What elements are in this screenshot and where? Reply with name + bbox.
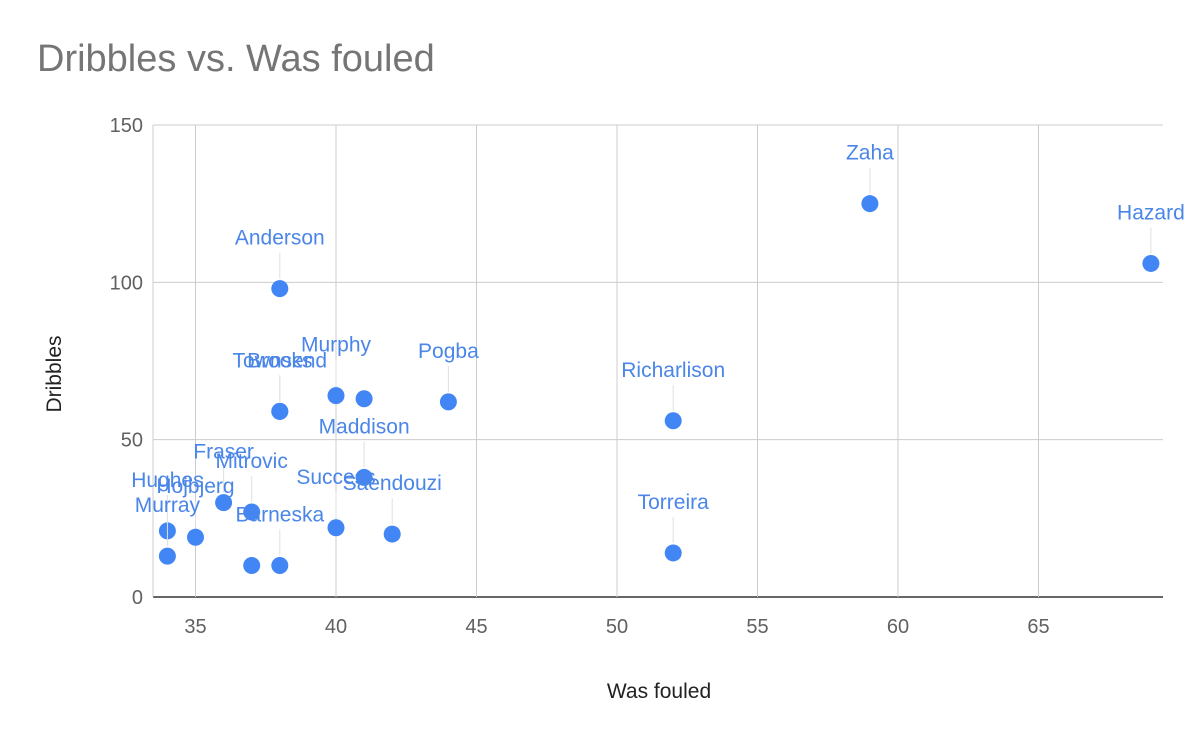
point-marker	[158, 547, 176, 565]
point-marker	[327, 387, 345, 405]
point-label: Anderson	[235, 227, 325, 250]
point-label: Hazard	[1117, 201, 1185, 224]
grid-lines	[152, 124, 1163, 598]
x-tick-label: 60	[887, 616, 909, 638]
data-point: Murray	[135, 494, 201, 565]
point-label: Brooks	[247, 349, 312, 372]
chart-title: Dribbles vs. Was fouled	[37, 38, 435, 80]
x-axis-title: Was fouled	[607, 680, 711, 703]
y-tick-labels: 0 50 100 150	[110, 115, 143, 609]
data-point: Richarlison	[621, 359, 725, 430]
x-tick-label: 50	[606, 616, 628, 638]
point-label: Fraser	[193, 441, 254, 464]
data-point: Anderson	[235, 227, 325, 298]
point-label: Maddison	[319, 415, 410, 438]
x-tick-label: 65	[1027, 616, 1049, 638]
y-tick-label: 100	[110, 272, 143, 294]
data-point: Barneska	[235, 504, 324, 575]
point-label: Richarlison	[621, 359, 725, 382]
data-point: Success	[296, 466, 376, 537]
point-marker	[1142, 254, 1160, 272]
point-marker	[383, 525, 401, 543]
y-tick-label: 150	[110, 115, 143, 137]
point-label: Barneska	[235, 504, 324, 527]
x-tick-label: 45	[465, 616, 487, 638]
point-marker	[243, 503, 261, 521]
data-point: Fraser	[193, 441, 254, 512]
point-label: Success	[296, 466, 375, 489]
data-point: Hazard	[1117, 201, 1185, 272]
data-point: Mitrovic	[216, 450, 288, 521]
x-tick-label: 55	[746, 616, 768, 638]
point-marker	[271, 280, 289, 298]
point-marker	[355, 468, 373, 486]
data-point: Saendouzi	[343, 472, 442, 543]
point-marker	[271, 557, 289, 575]
point-marker	[439, 393, 457, 411]
point-marker	[664, 412, 682, 430]
x-tick-label: 35	[184, 616, 206, 638]
point-label: Pogba	[418, 340, 479, 363]
point-marker	[243, 557, 261, 575]
data-point: Murphy	[301, 334, 372, 405]
point-label: Torreira	[638, 491, 710, 514]
data-point: Hojbjerg	[156, 475, 235, 546]
data-point: Pogba	[418, 340, 479, 411]
point-label: Mitrovic	[216, 450, 288, 473]
point-label: Hojbjerg	[156, 475, 234, 498]
data-point: Zaha	[846, 142, 894, 213]
y-axis-title: Dribbles	[43, 335, 66, 412]
y-tick-label: 50	[121, 430, 143, 452]
data-point	[355, 390, 373, 408]
point-label: Murphy	[301, 334, 372, 357]
x-tick-labels: 35 40 45 50 55 60 65	[184, 616, 1049, 638]
point-marker	[861, 195, 879, 213]
point-marker	[271, 402, 289, 420]
point-label: Hughes	[131, 469, 203, 492]
point-marker	[355, 390, 373, 408]
data-points: Zaha Hazard Anderson Murphy Pogba Townsend Ric…	[131, 142, 1185, 575]
point-label: Saendouzi	[343, 472, 442, 495]
data-point: Brooks	[247, 349, 312, 420]
point-marker	[664, 544, 682, 562]
x-tick-label: 40	[325, 616, 347, 638]
data-point	[243, 557, 261, 575]
y-tick-label: 0	[132, 587, 143, 609]
point-marker	[327, 519, 345, 537]
data-point: Torreira	[638, 491, 710, 562]
point-marker	[187, 528, 204, 546]
point-label: Townsend	[233, 349, 328, 372]
point-marker	[215, 494, 233, 512]
data-point: Maddison	[319, 415, 410, 486]
point-label: Zaha	[846, 142, 894, 165]
data-point: Hughes	[131, 469, 204, 540]
point-label: Murray	[135, 494, 201, 517]
